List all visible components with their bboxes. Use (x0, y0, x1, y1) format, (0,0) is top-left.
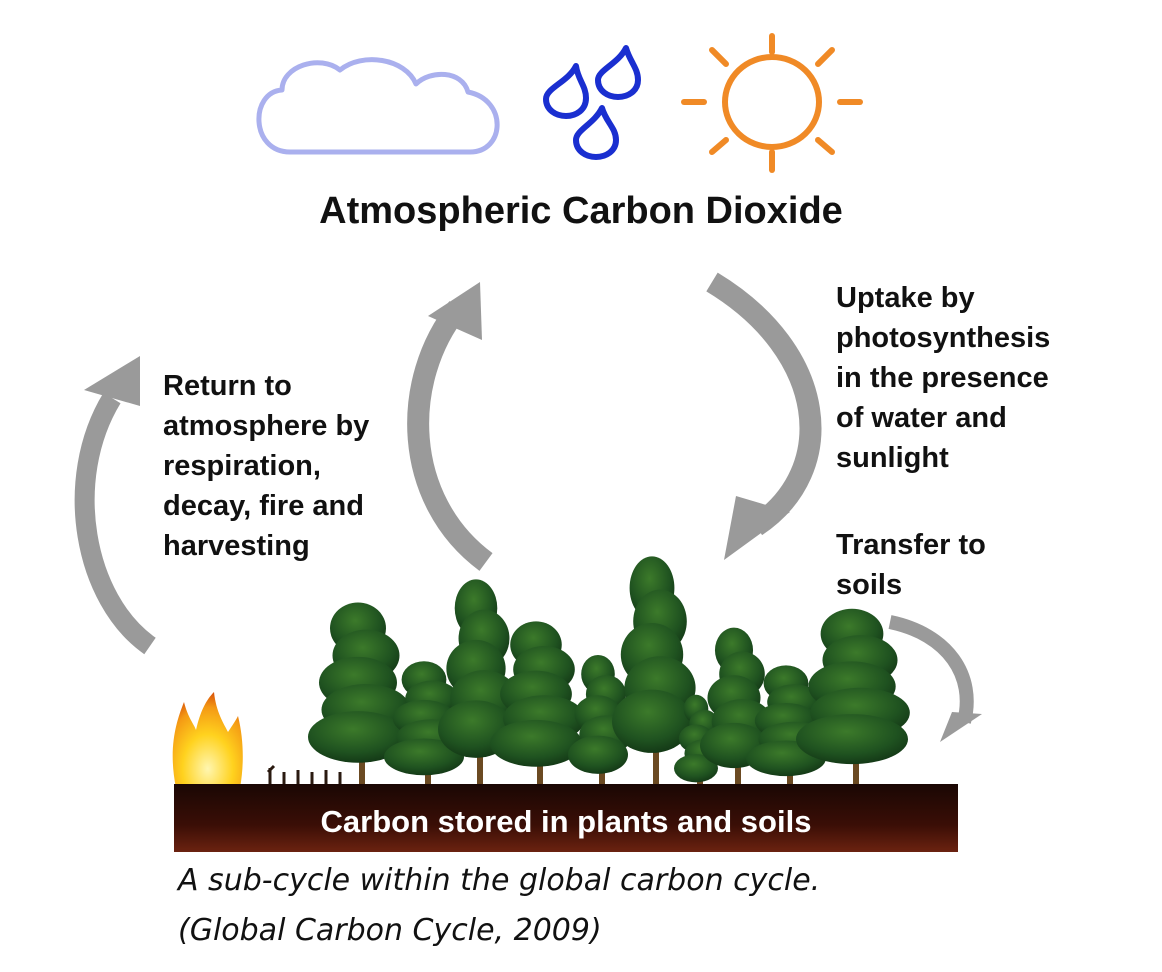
tree-icon (612, 556, 696, 786)
uptake-label-line: in the presence (836, 362, 1049, 394)
return-arrow-inner (407, 282, 493, 571)
return-label-line: harvesting (163, 530, 310, 562)
return-arrow-outer (74, 356, 156, 655)
caption-line: (Global Carbon Cycle, 2009) (178, 913, 602, 948)
fire-icon (172, 692, 243, 788)
caption-line: A sub-cycle within the global carbon cyc… (178, 863, 821, 898)
cloud-icon (256, 57, 500, 155)
uptake-label-line: Uptake by (836, 282, 975, 314)
return-label-line: atmosphere by (163, 410, 370, 442)
figure-caption: A sub-cycle within the global carbon cyc… (178, 856, 820, 956)
uptake-label-line: photosynthesis (836, 322, 1051, 354)
return-label-line: decay, fire and (163, 490, 364, 522)
transfer-label-line: soils (836, 569, 903, 601)
water-drop-icon (543, 45, 641, 160)
tree-icon (490, 621, 585, 786)
sun-icon (681, 33, 863, 173)
uptake-label-line: of water and (836, 402, 1007, 434)
uptake-arrow (706, 272, 822, 560)
uptake-label-line: sunlight (836, 442, 949, 474)
soil-label: Carbon stored in plants and soils (320, 804, 812, 839)
forest (308, 556, 910, 786)
return-label: Return to atmosphere by respiration, dec… (163, 366, 369, 566)
return-label-line: respiration, (163, 450, 321, 482)
tree-icon (308, 602, 411, 786)
soil-bar (174, 784, 958, 852)
tree-icon (796, 608, 910, 786)
transfer-label-line: Transfer to (836, 529, 986, 561)
tree-icon (700, 627, 773, 786)
transfer-arrow (888, 615, 982, 742)
page-title: Atmospheric Carbon Dioxide (319, 190, 843, 232)
uptake-label: Uptake by photosynthesis in the presence… (836, 278, 1050, 478)
transfer-label: Transfer to soils (836, 525, 986, 605)
return-label-line: Return to (163, 370, 292, 402)
